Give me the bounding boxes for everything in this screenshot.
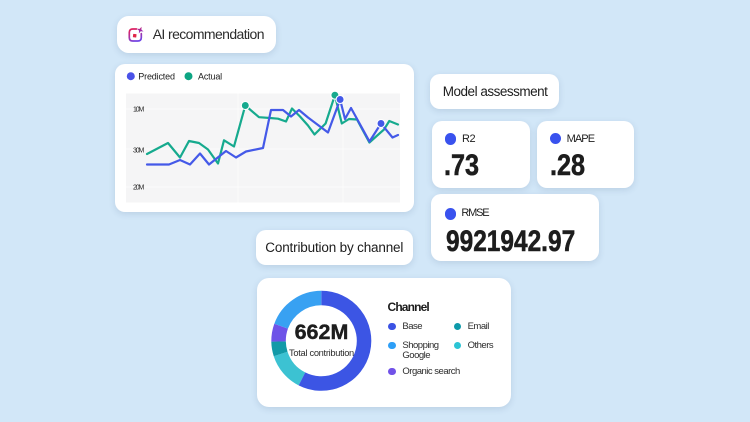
svg-text:Actual: Actual bbox=[198, 72, 222, 82]
svg-text:20M: 20M bbox=[133, 184, 145, 191]
svg-text:Predicted: Predicted bbox=[138, 72, 175, 82]
svg-text:10M: 10M bbox=[133, 107, 145, 114]
svg-text:30M: 30M bbox=[133, 147, 145, 154]
